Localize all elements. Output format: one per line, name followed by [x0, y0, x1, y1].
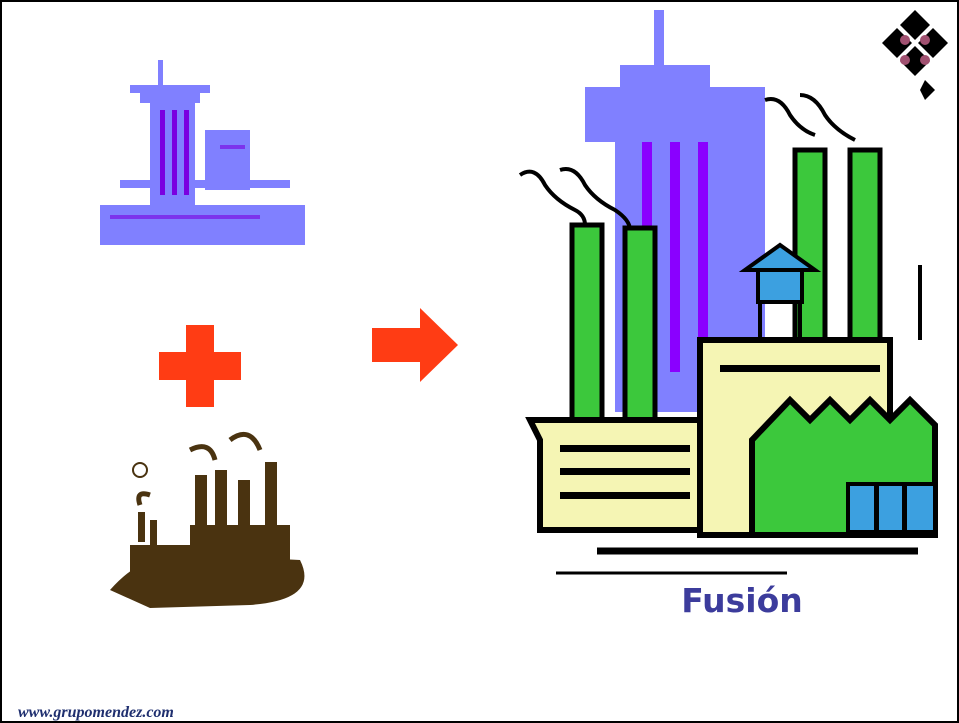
- footer-url: www.grupomendez.com: [18, 704, 174, 721]
- caption: Fusión: [681, 581, 803, 620]
- slide: Fusión www.grupomendez.com: [0, 0, 959, 723]
